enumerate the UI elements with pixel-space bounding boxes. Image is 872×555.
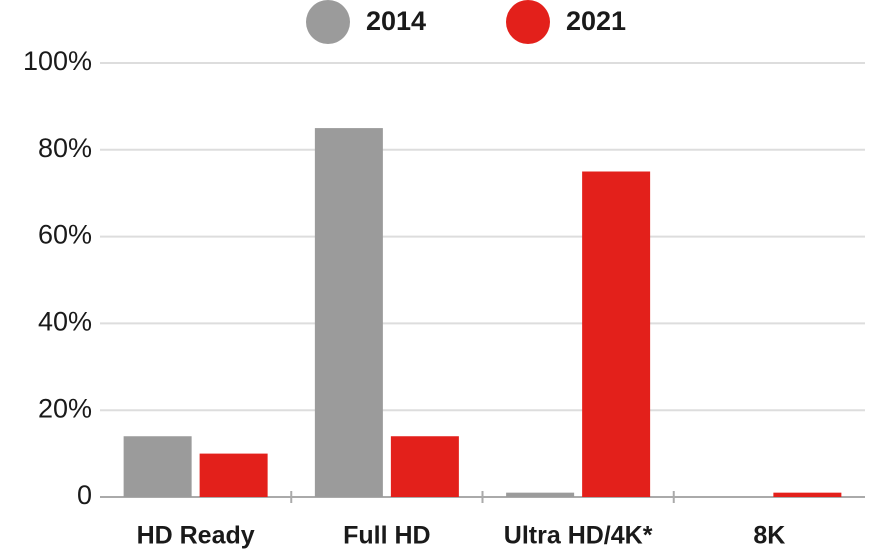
bar bbox=[314, 128, 383, 497]
y-tick-label: 80% bbox=[38, 133, 92, 163]
x-tick-label: Full HD bbox=[343, 522, 431, 550]
bar bbox=[506, 492, 575, 497]
legend-swatch bbox=[306, 0, 350, 44]
y-tick-label: 20% bbox=[38, 393, 92, 423]
legend-label: 2021 bbox=[566, 6, 626, 36]
y-tick-label: 0 bbox=[77, 480, 92, 510]
x-tick-label: HD Ready bbox=[137, 522, 255, 550]
y-tick-label: 40% bbox=[38, 307, 92, 337]
bar bbox=[390, 436, 459, 497]
y-tick-label: 100% bbox=[23, 46, 92, 76]
bar bbox=[773, 492, 842, 497]
x-tick-label: Ultra HD/4K* bbox=[504, 522, 653, 550]
bar bbox=[582, 171, 651, 497]
legend-swatch bbox=[506, 0, 550, 44]
bar bbox=[199, 453, 268, 497]
y-tick-label: 60% bbox=[38, 220, 92, 250]
bar bbox=[123, 436, 192, 497]
legend-label: 2014 bbox=[366, 6, 426, 36]
x-tick-label: 8K bbox=[753, 522, 785, 550]
